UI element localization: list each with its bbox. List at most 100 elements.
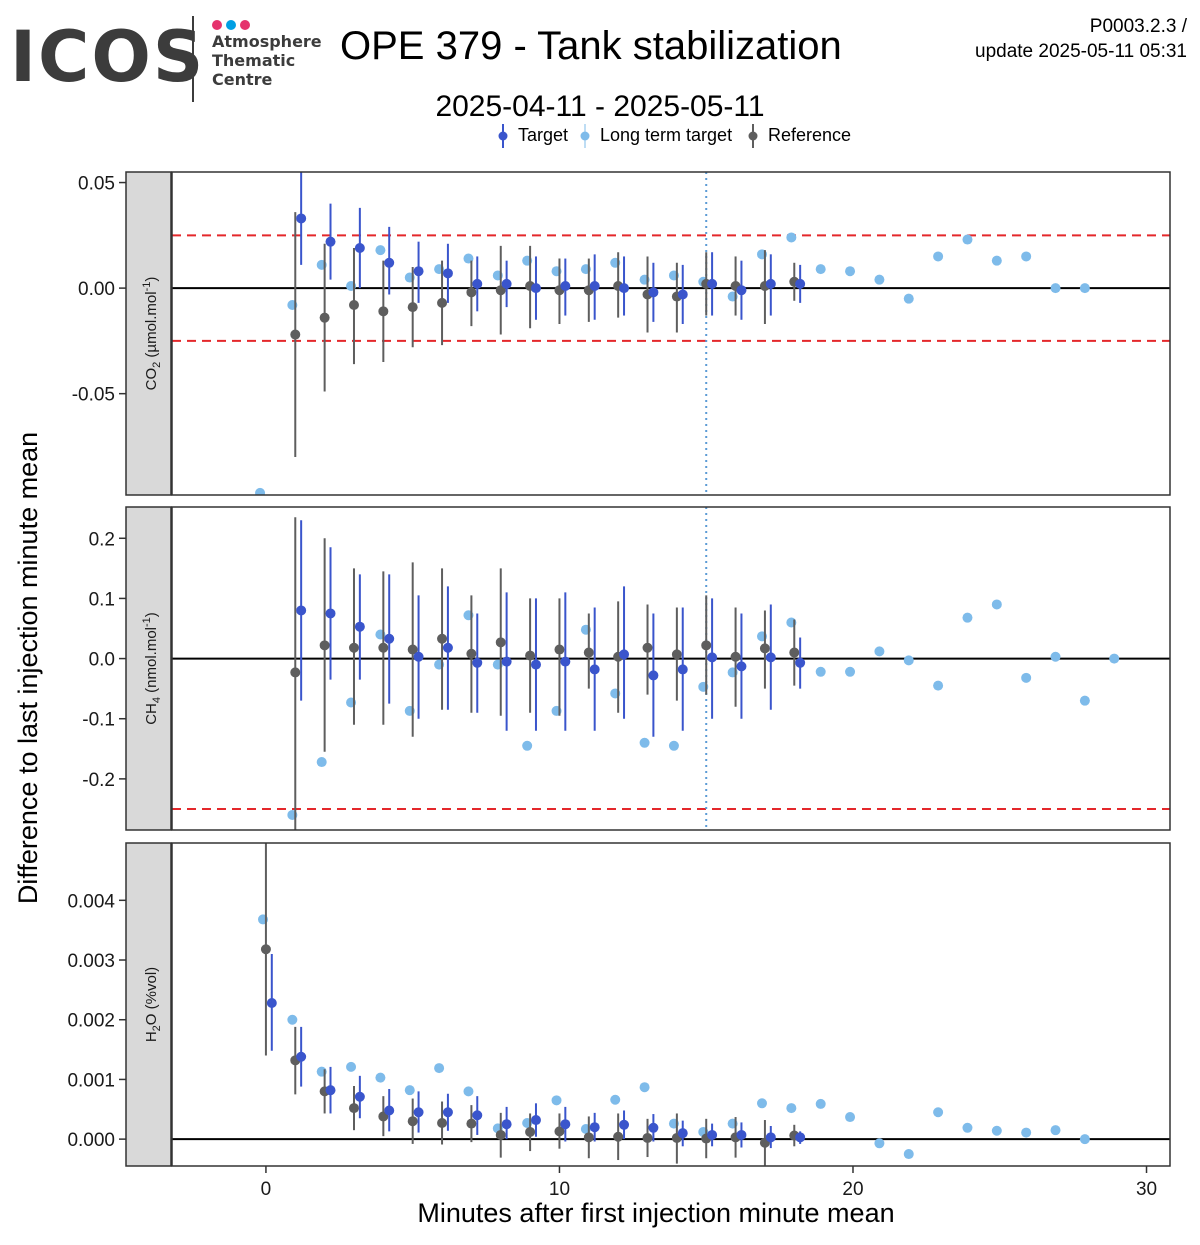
reference-point xyxy=(495,637,506,648)
strip-background xyxy=(125,171,172,496)
target-point xyxy=(560,1119,571,1130)
reference-point xyxy=(437,633,448,644)
target-point xyxy=(530,283,541,294)
y-tick-label: 0.002 xyxy=(67,1011,115,1032)
long-term-point xyxy=(903,1149,914,1160)
target-point xyxy=(589,281,600,291)
long-term-point xyxy=(668,740,679,751)
y-tick-label: 0.05 xyxy=(78,174,115,195)
long-term-point xyxy=(962,612,973,623)
reference-point xyxy=(466,1118,477,1129)
strip-label-part: (µmol.mol xyxy=(143,291,160,361)
long-term-point xyxy=(434,1063,445,1074)
target-point xyxy=(707,1129,718,1140)
x-tick-label: 20 xyxy=(842,1179,863,1200)
strip-label-part: (nmol.mol xyxy=(143,627,160,697)
strip-label-part: 2 xyxy=(151,362,163,368)
long-term-point xyxy=(255,487,266,495)
strip-label-part: CO xyxy=(143,368,160,391)
target-point xyxy=(765,1132,776,1143)
version-label: P0003.2.3 / xyxy=(1089,16,1187,37)
logo-dot xyxy=(212,20,222,30)
strip-label-part: O (%vol) xyxy=(143,967,160,1025)
logo-subtitle-line: Thematic xyxy=(212,51,296,70)
long-term-point xyxy=(815,666,826,677)
target-point xyxy=(765,278,776,289)
target-point xyxy=(266,998,277,1009)
long-term-point xyxy=(1079,283,1090,294)
target-point xyxy=(501,1119,512,1130)
target-point xyxy=(795,1132,806,1143)
logo-dot xyxy=(240,20,250,30)
y-tick-label: 0.003 xyxy=(67,951,115,972)
icos-logo: ICOS Atmosphere Thematic Centre xyxy=(10,14,330,106)
long-term-point xyxy=(639,1082,650,1093)
long-term-point xyxy=(287,1014,298,1025)
reference-point xyxy=(290,667,301,678)
target-point xyxy=(619,649,630,660)
long-term-point xyxy=(1050,1125,1061,1136)
y-axis-title: Difference to last injection minute mean xyxy=(13,432,43,904)
strip-label-part: -1 xyxy=(141,282,153,292)
target-point xyxy=(413,266,424,277)
strip-label-part: ) xyxy=(143,277,160,282)
reference-point xyxy=(437,1118,448,1129)
strip-label: CO2 (µmol.mol-1) xyxy=(141,277,163,391)
target-point xyxy=(413,1107,424,1118)
legend-key-long-term-target xyxy=(580,124,590,148)
chart-subtitle: 2025-04-11 - 2025-05-11 xyxy=(435,90,765,123)
strip-label: CH4 (nmol.mol-1) xyxy=(141,612,163,725)
x-tick-label: 30 xyxy=(1136,1179,1157,1200)
target-point xyxy=(677,1128,688,1139)
target-point xyxy=(619,283,630,294)
target-point xyxy=(296,605,307,616)
long-term-point xyxy=(845,666,856,677)
reference-point xyxy=(466,648,477,659)
logo-dot xyxy=(226,20,236,30)
long-term-point xyxy=(845,266,856,277)
target-point xyxy=(530,1115,541,1126)
legend-key-target xyxy=(498,124,508,148)
reference-point xyxy=(407,644,418,655)
target-point xyxy=(530,659,541,670)
x-axis-title: Minutes after first injection minute mea… xyxy=(417,1198,894,1228)
target-point xyxy=(325,236,336,247)
reference-point xyxy=(583,647,594,658)
long-term-point xyxy=(463,1086,474,1097)
panel-2: H2O (%vol) 0.004 0.003 0.002 0.001 0.000 xyxy=(67,842,1171,1167)
y-tick-label: 0.004 xyxy=(67,891,115,912)
target-point xyxy=(472,657,483,668)
long-term-point xyxy=(845,1112,856,1123)
long-term-point xyxy=(903,655,914,666)
y-tick-label: 0.0 xyxy=(89,650,115,671)
long-term-point xyxy=(316,757,327,768)
reference-point xyxy=(701,640,712,651)
strip-label: H2O (%vol) xyxy=(143,967,163,1042)
target-point xyxy=(560,656,571,667)
long-term-point xyxy=(522,740,533,751)
long-term-point xyxy=(815,264,826,275)
y-tick-label: -0.1 xyxy=(82,710,115,731)
legend-key-reference xyxy=(748,124,758,148)
long-term-point xyxy=(1021,672,1032,683)
target-point xyxy=(442,642,453,653)
strip-label-part: CH xyxy=(143,703,160,725)
target-point xyxy=(472,278,483,289)
long-term-point xyxy=(874,274,885,285)
panel-0: CO2 (µmol.mol-1) 0.05 0.00 -0.05 xyxy=(72,171,1171,496)
reference-point xyxy=(407,1116,418,1127)
target-point xyxy=(677,664,688,675)
legend-label-reference: Reference xyxy=(768,125,852,145)
long-term-point xyxy=(991,599,1002,610)
reference-point xyxy=(437,297,448,308)
long-term-point xyxy=(1021,251,1032,262)
reference-point xyxy=(407,302,418,313)
target-point xyxy=(354,1091,365,1102)
long-term-point xyxy=(933,1107,944,1118)
long-term-point xyxy=(756,1098,767,1109)
logo-subtitle-line: Centre xyxy=(212,70,273,89)
reference-point xyxy=(495,1129,506,1140)
reference-point xyxy=(466,287,477,298)
version-info: P0003.2.3 / update 2025-05-11 05:31 xyxy=(975,14,1187,64)
long-term-point xyxy=(1109,653,1120,664)
